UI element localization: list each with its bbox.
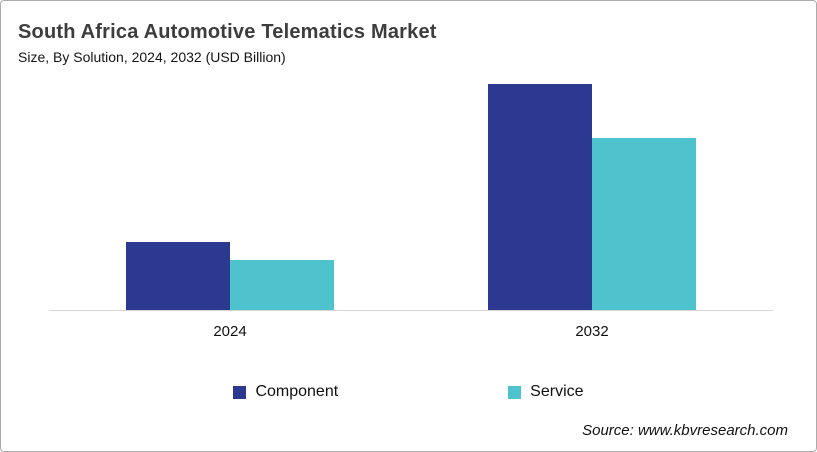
bar-service-2024 xyxy=(230,260,334,310)
chart-subtitle: Size, By Solution, 2024, 2032 (USD Billi… xyxy=(18,49,286,65)
legend-label-component: Component xyxy=(255,383,339,400)
chart-title: South Africa Automotive Telematics Marke… xyxy=(18,21,437,43)
bar-component-2032 xyxy=(488,84,592,310)
legend: Component Service xyxy=(1,383,816,401)
bar-component-2024 xyxy=(126,242,230,310)
source-text: Source: www.kbvresearch.com xyxy=(582,422,788,439)
legend-label-service: Service xyxy=(530,383,584,400)
x-tick-label-2032: 2032 xyxy=(575,323,609,340)
bar-group-2032 xyxy=(488,84,696,310)
x-axis-line xyxy=(49,310,773,311)
legend-item-service: Service xyxy=(508,383,584,401)
legend-swatch-component xyxy=(233,385,247,399)
x-tick-label-2024: 2024 xyxy=(213,323,247,340)
legend-swatch-service xyxy=(508,385,522,399)
chart-header: South Africa Automotive Telematics Marke… xyxy=(18,21,437,65)
bar-group-2024 xyxy=(126,242,334,310)
plot-area: 2024 2032 xyxy=(49,81,773,340)
bar-service-2032 xyxy=(592,138,696,310)
legend-item-component: Component xyxy=(233,383,338,401)
